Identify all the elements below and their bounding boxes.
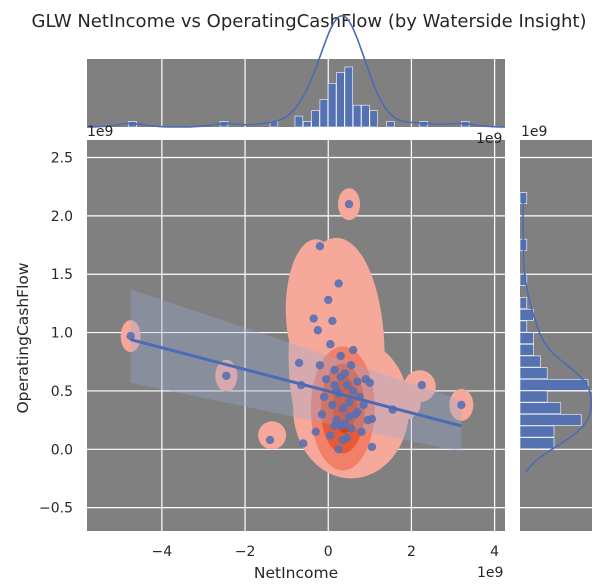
y-tick-label: 2.5 (51, 151, 73, 167)
data-point (222, 371, 231, 380)
data-point (346, 424, 356, 433)
right-histogram-bar (519, 413, 582, 426)
y-offset-label-main: 1e9 (87, 124, 113, 140)
right-marginal-histogram (519, 140, 592, 531)
x-tick-label: 2 (407, 544, 416, 560)
right-histogram-bar (519, 378, 589, 391)
right-histogram-bar (519, 425, 555, 438)
data-point (353, 407, 362, 417)
data-point (299, 439, 308, 448)
data-point (324, 295, 333, 305)
data-point (326, 431, 335, 440)
y-tick-label: 2.0 (51, 209, 73, 225)
data-point (126, 331, 135, 341)
top-marginal-histogram (86, 14, 506, 128)
data-point (336, 372, 345, 382)
right-marginal-kde-line (522, 198, 592, 474)
data-point (328, 316, 337, 326)
data-point (344, 199, 354, 209)
y-tick-label: 1.0 (51, 326, 73, 342)
data-point (342, 380, 352, 390)
right-histogram-bar (519, 297, 528, 310)
data-point (317, 410, 327, 419)
data-point (340, 419, 350, 428)
top-histogram-bar (361, 104, 370, 128)
x-tick-label: −2 (235, 544, 256, 560)
x-tick-label: 4 (490, 544, 499, 560)
data-point (315, 242, 325, 251)
data-point (417, 380, 427, 390)
right-histogram-bar (519, 320, 528, 333)
x-axis-label: NetIncome (254, 564, 338, 582)
data-point (334, 445, 343, 454)
x-tick-label: −4 (152, 544, 173, 560)
data-point (326, 340, 335, 349)
right-histogram-bar (519, 390, 548, 403)
top-histogram-bar (352, 104, 362, 128)
regression-confidence-band (130, 289, 462, 452)
data-point (330, 365, 339, 375)
data-point (353, 377, 362, 386)
kde-contour-outer (360, 386, 421, 423)
main-plot (87, 140, 505, 531)
data-point (321, 375, 331, 384)
data-point (359, 400, 368, 410)
data-point (457, 400, 466, 410)
top-histogram-bar (419, 121, 428, 128)
top-histogram-bar (344, 66, 353, 128)
data-point (338, 404, 347, 413)
y-offset-label-right: 1e9 (521, 124, 547, 140)
regression-line (130, 338, 462, 428)
top-histogram-bar (336, 72, 345, 128)
top-histogram-bar (302, 121, 312, 128)
data-point (265, 435, 275, 445)
data-point (330, 421, 339, 431)
y-tick-label: 1.5 (51, 267, 73, 283)
x-offset-label-top: 1e9 (476, 131, 502, 147)
data-point (365, 378, 375, 387)
data-point (319, 392, 329, 401)
right-histogram-bar (519, 332, 534, 345)
data-point (348, 386, 358, 396)
data-point (338, 435, 347, 445)
top-histogram-bar (294, 115, 304, 128)
right-histogram-bar (519, 343, 534, 356)
data-point (344, 398, 354, 407)
top-marginal-kde-line (86, 14, 506, 128)
data-point (367, 442, 377, 452)
data-point (309, 314, 318, 323)
right-histogram-bar (519, 367, 548, 380)
right-histogram-bar (519, 437, 555, 450)
top-histogram-bar (311, 110, 320, 128)
right-histogram-bar (519, 355, 541, 368)
y-tick-label: 0.5 (51, 384, 73, 400)
x-offset-label: 1e9 (477, 565, 503, 581)
data-point (294, 358, 304, 368)
data-point (311, 427, 320, 436)
right-histogram-bar (519, 402, 562, 415)
data-point (336, 351, 345, 361)
kde-contour-outer (258, 421, 287, 450)
chart-title: GLW NetIncome vs OperatingCashFlow (by W… (32, 11, 587, 32)
top-histogram-bar (319, 99, 329, 128)
data-point (367, 414, 377, 424)
y-tick-label: 0.0 (51, 442, 73, 458)
data-point (348, 345, 358, 355)
right-histogram-bar (519, 273, 528, 286)
top-marginal-background (87, 59, 505, 127)
top-histogram-bar (327, 83, 337, 128)
data-point (346, 361, 356, 370)
data-point (313, 326, 323, 335)
y-axis-label: OperatingCashFlow (14, 262, 32, 413)
data-point (334, 279, 343, 288)
y-tick-label: −0.5 (39, 501, 73, 517)
top-histogram-bar (386, 121, 395, 128)
top-histogram-bar (369, 110, 378, 128)
data-point (315, 361, 325, 370)
data-point (357, 427, 366, 436)
x-tick-label: 0 (324, 544, 333, 560)
data-point (344, 412, 354, 421)
data-point (328, 400, 337, 410)
